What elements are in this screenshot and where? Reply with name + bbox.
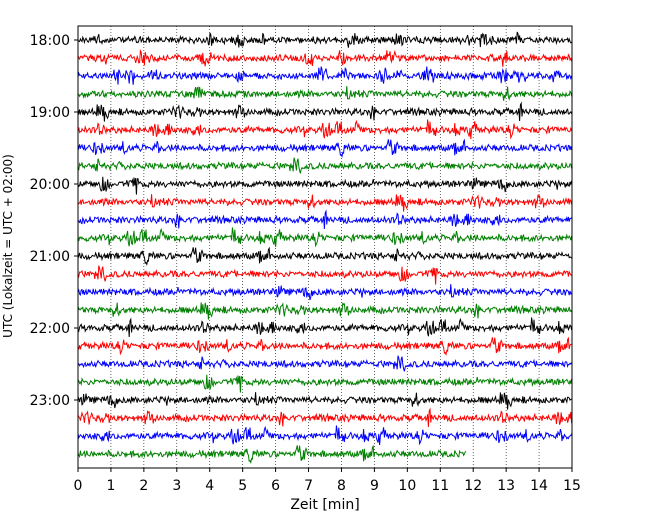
- x-tick-label: 15: [563, 478, 581, 494]
- trace-row: [77, 194, 573, 212]
- x-tick-label: 2: [139, 478, 148, 494]
- y-tick-label: 21:00: [30, 249, 70, 265]
- y-tick-label: 20:00: [30, 177, 70, 193]
- trace-row: [77, 336, 572, 357]
- x-tick-label: 4: [205, 478, 214, 494]
- trace-row: [77, 355, 573, 372]
- trace-row: [77, 246, 572, 267]
- x-tick-label: 12: [464, 478, 482, 494]
- trace-row: [77, 265, 572, 285]
- x-axis-ticks: 0 1 2 3 4 5 6 7 8 9 10 11 12 13 14 15: [74, 468, 581, 494]
- seismic-traces: [77, 31, 573, 465]
- x-tick-label: 5: [238, 478, 247, 494]
- x-tick-label: 0: [74, 478, 83, 494]
- x-tick-label: 14: [530, 478, 548, 494]
- trace-row: [77, 302, 573, 320]
- x-tick-label: 13: [497, 478, 515, 494]
- trace-row: [77, 444, 467, 465]
- trace-row: [77, 157, 573, 174]
- y-tick-label: 22:00: [30, 321, 70, 337]
- x-tick-label: 6: [271, 478, 280, 494]
- trace-row: [77, 119, 573, 140]
- x-tick-label: 3: [172, 478, 181, 494]
- y-tick-label: 18:00: [30, 33, 70, 49]
- y-tick-label: 23:00: [30, 393, 70, 409]
- trace-row: [77, 407, 573, 428]
- trace-row: [77, 86, 573, 101]
- trace-row: [77, 392, 572, 410]
- trace-row: [77, 66, 573, 85]
- x-tick-label: 8: [337, 478, 346, 494]
- y-axis-ticks: 18:00 19:00 20:00 21:00 22:00 23:00: [30, 33, 78, 409]
- trace-row: [77, 209, 572, 230]
- x-tick-label: 9: [370, 478, 379, 494]
- trace-row: [77, 101, 573, 122]
- trace-row: [77, 317, 573, 338]
- x-tick-label: 1: [106, 478, 115, 494]
- y-tick-label: 19:00: [30, 105, 70, 121]
- x-tick-label: 11: [431, 478, 449, 494]
- trace-row: [77, 227, 573, 248]
- trace-row: [77, 31, 572, 48]
- trace-row: [77, 138, 573, 159]
- x-tick-label: 10: [398, 478, 416, 494]
- trace-row: [77, 176, 573, 195]
- x-axis-label: Zeit [min]: [290, 497, 359, 513]
- trace-row: [77, 425, 573, 446]
- x-tick-label: 7: [304, 478, 313, 494]
- trace-row: [77, 374, 573, 393]
- trace-row: [77, 284, 573, 301]
- y-axis-label: UTC (Lokalzeit = UTC + 02:00): [1, 154, 15, 338]
- trace-row: [77, 49, 573, 67]
- plot-frame: [77, 25, 573, 469]
